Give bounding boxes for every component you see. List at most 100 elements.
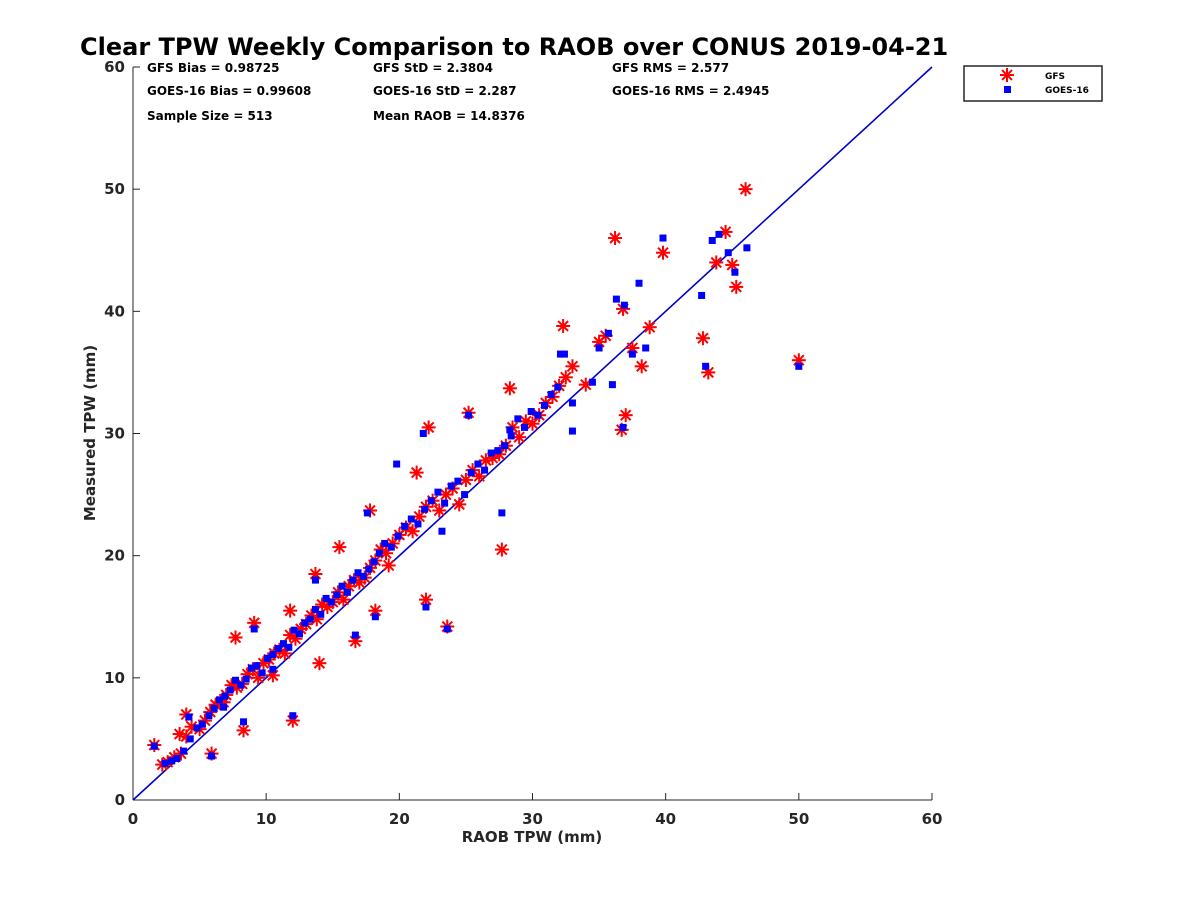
y-tick-label: 30 xyxy=(104,425,125,443)
goes-point xyxy=(628,350,636,358)
goes-point xyxy=(498,509,506,517)
goes-point xyxy=(731,268,739,276)
gfs-point xyxy=(312,656,327,671)
goes-point xyxy=(443,625,451,633)
goes-point xyxy=(560,350,568,358)
goes-point xyxy=(311,605,319,613)
goes-point xyxy=(467,469,475,477)
goes-point xyxy=(375,549,383,557)
goes-std-stat: GOES-16 StD = 2.287 xyxy=(373,84,516,98)
gfs-point xyxy=(409,465,424,480)
goes-point xyxy=(620,301,628,309)
goes-rms-stat: GOES-16 RMS = 2.4945 xyxy=(612,84,769,98)
goes-point xyxy=(556,350,564,358)
goes-point xyxy=(568,427,576,435)
goes-point xyxy=(226,686,234,694)
y-tick-label: 40 xyxy=(104,302,125,320)
goes-point xyxy=(317,610,325,618)
gfs-point xyxy=(502,381,517,396)
goes-point xyxy=(354,569,362,577)
goes-point xyxy=(407,515,415,523)
goes-point xyxy=(193,724,201,732)
gfs-point xyxy=(381,558,396,573)
y-tick-label: 10 xyxy=(104,669,125,687)
goes-point xyxy=(715,230,723,238)
goes-point xyxy=(327,598,335,606)
goes-point xyxy=(588,378,596,386)
gfs-point xyxy=(618,408,633,423)
goes-point xyxy=(232,676,240,684)
goes-point xyxy=(401,522,409,530)
goes-point xyxy=(421,505,429,513)
goes-point xyxy=(295,630,303,638)
goes-point xyxy=(394,532,402,540)
gfs-point xyxy=(236,723,251,738)
goes-point xyxy=(743,244,751,252)
gfs-point xyxy=(556,318,571,333)
goes-point xyxy=(269,651,277,659)
goes-point xyxy=(547,390,555,398)
goes-point xyxy=(595,344,603,352)
goes-point xyxy=(343,588,351,596)
goes-point xyxy=(427,497,435,505)
gfs-point xyxy=(656,245,671,260)
goes-point xyxy=(441,499,449,507)
goes-point xyxy=(208,752,216,760)
goes-point xyxy=(461,491,469,499)
goes-point xyxy=(635,279,643,287)
x-tick-label: 50 xyxy=(788,810,809,828)
x-tick-label: 20 xyxy=(389,810,410,828)
goes-point xyxy=(724,249,732,257)
goes-point xyxy=(279,640,287,648)
tick-group: 0 10 20 30 40 50 60 0 10 20 30 40 50 60 xyxy=(104,58,942,828)
gfs-point xyxy=(642,320,657,335)
gfs-point xyxy=(709,255,724,270)
legend-gfs-asterisk xyxy=(1000,68,1014,82)
gfs-point xyxy=(738,182,753,197)
goes-point xyxy=(161,759,169,767)
gfs-point xyxy=(608,231,623,246)
goes-point xyxy=(289,712,297,720)
goes-point xyxy=(698,291,706,299)
goes-point xyxy=(604,329,612,337)
goes-point xyxy=(359,572,367,580)
goes-point xyxy=(210,704,218,712)
goes-point xyxy=(381,539,389,547)
goes-point xyxy=(487,449,495,457)
goes-point xyxy=(612,295,620,303)
goes-point xyxy=(198,720,206,728)
gfs-point xyxy=(729,279,744,294)
goes-point xyxy=(250,625,258,633)
x-tick-label: 60 xyxy=(922,810,943,828)
goes-point xyxy=(454,477,462,485)
gfs-point xyxy=(228,630,243,645)
x-tick-label: 10 xyxy=(256,810,277,828)
goes-point xyxy=(501,442,509,450)
sample-size-stat: Sample Size = 513 xyxy=(147,109,273,123)
goes-point xyxy=(434,488,442,496)
gfs-point xyxy=(405,524,420,539)
goes-point xyxy=(306,615,314,623)
goes-point xyxy=(506,426,514,434)
goes-point xyxy=(173,754,181,762)
goes-point xyxy=(150,742,158,750)
goes-point xyxy=(514,415,522,423)
goes-point xyxy=(414,520,422,528)
y-tick-label: 60 xyxy=(104,58,125,76)
gfs-point xyxy=(172,727,187,742)
goes-point xyxy=(494,447,502,455)
goes-point xyxy=(568,399,576,407)
one-to-one-line xyxy=(132,66,933,801)
goes-point xyxy=(608,381,616,389)
x-tick-label: 0 xyxy=(128,810,138,828)
goes-point xyxy=(269,665,277,673)
legend: GFS GOES-16 xyxy=(963,65,1103,102)
gfs-bias-stat: GFS Bias = 0.98725 xyxy=(147,61,279,75)
x-axis-label: RAOB TPW (mm) xyxy=(462,828,603,846)
gfs-point xyxy=(452,497,467,512)
goes-point xyxy=(237,681,245,689)
goes-point xyxy=(465,411,473,419)
goes-point xyxy=(311,576,319,584)
scatter-points xyxy=(147,182,806,772)
